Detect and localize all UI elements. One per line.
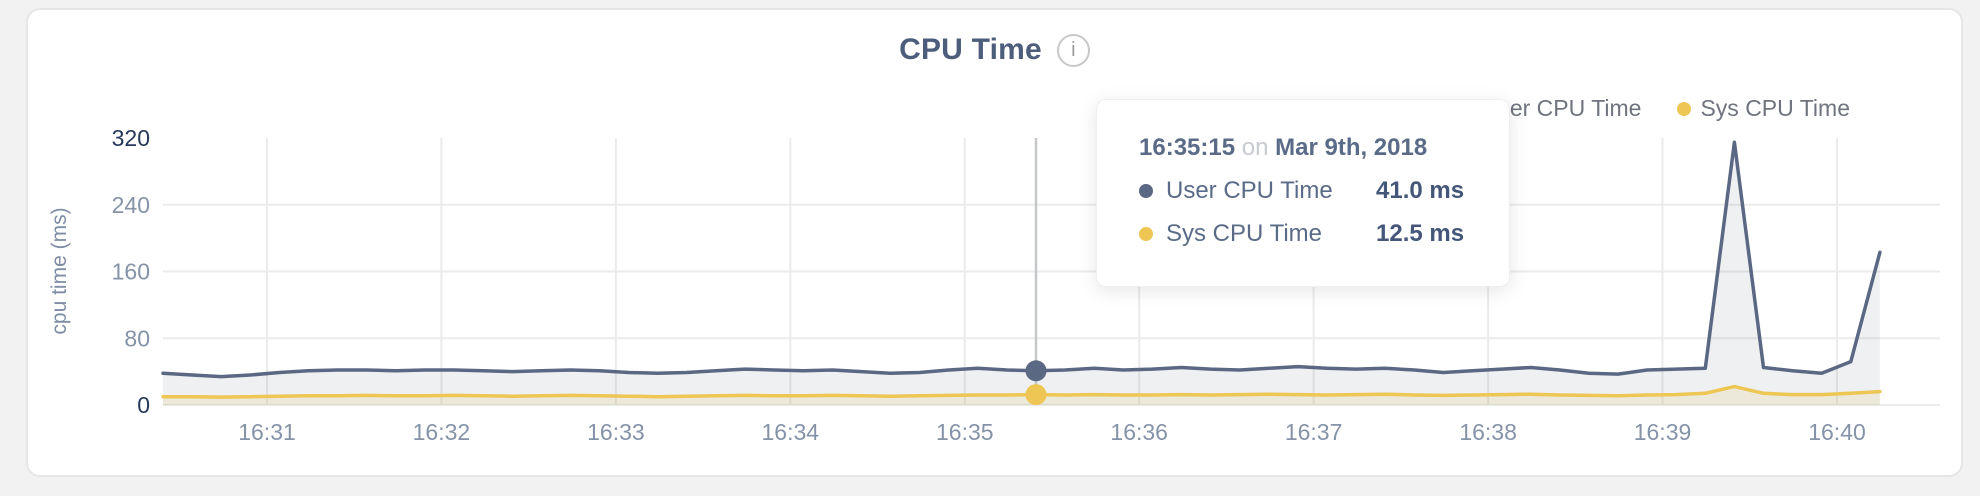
- tooltip-row-user: User CPU Time 41.0 ms: [1139, 177, 1471, 205]
- y-tick-label: 0: [137, 392, 150, 418]
- tooltip-series-label: User CPU Time: [1166, 177, 1333, 204]
- legend-item-sys-cpu-time[interactable]: Sys CPU Time: [1677, 95, 1850, 122]
- info-icon[interactable]: i: [1056, 33, 1090, 67]
- tooltip-header: 16:35:15 on Mar 9th, 2018: [1139, 134, 1471, 162]
- y-axis-title: cpu time (ms): [48, 207, 71, 334]
- chart-header: CPU Time i: [26, 30, 1963, 70]
- chart-card: [26, 8, 1963, 477]
- sys-point-marker[interactable]: [1025, 384, 1047, 406]
- y-tick-label: 320: [112, 125, 150, 151]
- user-cpu-line: [161, 140, 1882, 379]
- x-tick-label: 16:36: [1110, 419, 1168, 445]
- user-cpu-area: [163, 142, 1880, 405]
- tooltip-series-value: 12.5 ms: [1376, 220, 1465, 247]
- tooltip-date: Mar 9th, 2018: [1275, 134, 1428, 161]
- x-tick-label: 16:33: [587, 419, 645, 445]
- y-tick-label: 80: [124, 325, 150, 351]
- x-tick-label: 16:39: [1634, 419, 1692, 445]
- sys-series-dot-icon: [1139, 227, 1153, 241]
- x-tick-label: 16:34: [762, 419, 820, 445]
- tooltip-row-sys: Sys CPU Time 12.5 ms: [1139, 220, 1471, 248]
- y-tick-label: 240: [112, 192, 150, 218]
- x-tick-label: 16:40: [1808, 419, 1866, 445]
- info-icon-glyph: i: [1071, 38, 1076, 61]
- sys-cpu-line: [161, 384, 1882, 399]
- legend-label: Sys CPU Time: [1700, 95, 1850, 121]
- user-point-marker[interactable]: [1025, 360, 1047, 382]
- user-series-dot-icon: [1139, 184, 1153, 198]
- x-tick-label: 16:37: [1285, 419, 1343, 445]
- tooltip-connector: on: [1241, 134, 1269, 161]
- x-tick-label: 16:35: [936, 419, 994, 445]
- tooltip-series-value: 41.0 ms: [1376, 177, 1465, 204]
- x-tick-label: 16:32: [413, 419, 471, 445]
- legend: User CPU Time Sys CPU Time: [1458, 95, 1850, 122]
- y-tick-label: 160: [112, 259, 150, 285]
- tooltip-series-label: Sys CPU Time: [1166, 220, 1323, 247]
- tooltip-time: 16:35:15: [1139, 134, 1236, 161]
- x-tick-label: 16:38: [1459, 419, 1517, 445]
- chart-tooltip: 16:35:15 on Mar 9th, 2018 User CPU Time …: [1096, 99, 1510, 287]
- sys-series-dot-icon: [1677, 101, 1692, 116]
- chart-title: CPU Time: [899, 33, 1042, 66]
- x-tick-label: 16:31: [238, 419, 296, 445]
